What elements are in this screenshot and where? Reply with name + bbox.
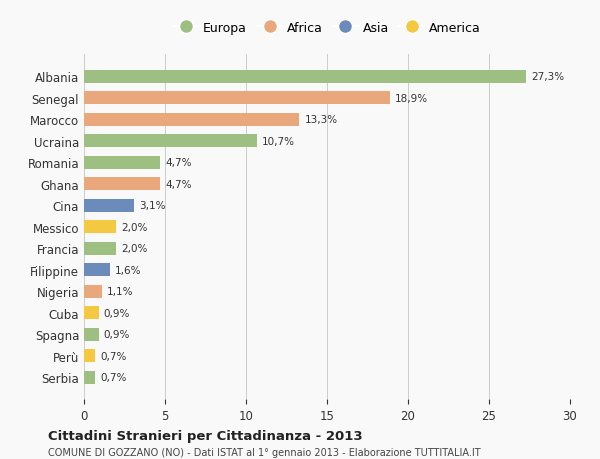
Bar <box>84 157 160 169</box>
Text: 2,0%: 2,0% <box>121 244 148 254</box>
Bar <box>84 371 95 384</box>
Bar <box>84 242 116 255</box>
Bar <box>84 71 526 84</box>
Text: 0,9%: 0,9% <box>103 330 130 339</box>
Bar <box>84 92 390 105</box>
Bar <box>84 135 257 148</box>
Text: 10,7%: 10,7% <box>262 136 295 146</box>
Text: 0,7%: 0,7% <box>100 372 127 382</box>
Text: 2,0%: 2,0% <box>121 222 148 232</box>
Bar <box>84 113 299 127</box>
Text: 13,3%: 13,3% <box>304 115 337 125</box>
Bar <box>84 221 116 234</box>
Text: 1,1%: 1,1% <box>107 286 133 297</box>
Bar <box>84 199 134 212</box>
Text: 3,1%: 3,1% <box>139 201 166 211</box>
Bar <box>84 263 110 276</box>
Text: 0,9%: 0,9% <box>103 308 130 318</box>
Bar <box>84 307 98 319</box>
Bar <box>84 328 98 341</box>
Text: 1,6%: 1,6% <box>115 265 141 275</box>
Text: Cittadini Stranieri per Cittadinanza - 2013: Cittadini Stranieri per Cittadinanza - 2… <box>48 429 362 442</box>
Text: 4,7%: 4,7% <box>165 158 191 168</box>
Bar <box>84 349 95 362</box>
Text: COMUNE DI GOZZANO (NO) - Dati ISTAT al 1° gennaio 2013 - Elaborazione TUTTITALIA: COMUNE DI GOZZANO (NO) - Dati ISTAT al 1… <box>48 448 481 458</box>
Text: 27,3%: 27,3% <box>531 72 564 82</box>
Bar <box>84 178 160 191</box>
Legend: Europa, Africa, Asia, America: Europa, Africa, Asia, America <box>168 17 486 39</box>
Text: 0,7%: 0,7% <box>100 351 127 361</box>
Text: 4,7%: 4,7% <box>165 179 191 189</box>
Bar <box>84 285 102 298</box>
Text: 18,9%: 18,9% <box>395 94 428 104</box>
